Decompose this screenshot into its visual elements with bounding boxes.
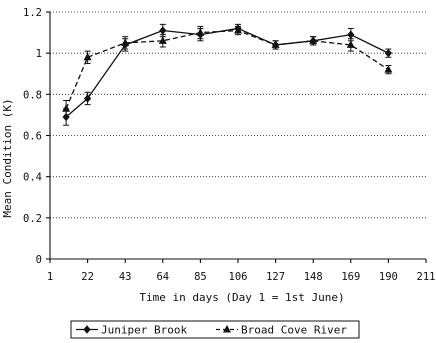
y-tick-label: 1.2 [23,7,42,19]
axes [46,11,427,263]
data-point [271,40,280,48]
grid-lines [50,11,426,219]
y-tick-label: 0.4 [23,172,42,184]
data-point [84,94,92,103]
legend: Juniper Brook Broad Cove River [70,320,360,339]
data-point [121,38,130,46]
series-line [65,27,389,118]
data-point [384,65,393,73]
x-tick-label: 127 [266,271,285,283]
x-tick-label: 190 [379,271,398,283]
legend-label: Broad Cove River [241,324,347,337]
y-tick-labels: 0 0.2 0.4 0.6 0.8 1 1.2 [23,7,42,266]
y-axis-title: Mean Condition (K) [1,98,14,217]
x-tick-label: 43 [119,271,132,283]
series-layer [62,23,393,126]
legend-box [70,320,360,339]
data-point [62,104,71,112]
y-tick-label: 0 [36,254,42,266]
x-tick-label: 1 [47,271,53,283]
legend-item: Juniper Brook [76,324,187,337]
legend-marker [83,325,91,334]
series-0 [62,23,392,126]
series-line [65,29,389,109]
data-point [234,26,242,34]
data-point [384,48,392,58]
legend-label: Juniper Brook [101,324,187,337]
y-tick-label: 1 [36,48,42,60]
x-axis-title: Time in days (Day 1 = 1st June) [139,291,344,304]
data-point [196,28,205,36]
x-tick-labels: 1 22 43 64 85 106 127 148 169 190 211 [47,271,436,283]
series-1 [62,25,393,118]
x-tick-label: 64 [156,271,169,283]
y-tick-label: 0.8 [23,89,42,101]
data-point [309,36,318,44]
x-tick-label: 211 [417,271,436,283]
data-point [83,52,92,61]
x-tick-label: 169 [341,271,360,283]
x-tick-label: 148 [304,271,323,283]
x-tick-label: 85 [194,271,207,283]
legend-marker [223,325,231,333]
data-point [158,36,167,44]
y-tick-label: 0.2 [23,213,42,225]
data-point [347,30,355,39]
data-point [159,26,167,35]
data-point [346,40,355,48]
x-tick-label: 106 [229,271,248,283]
x-tick-label: 22 [81,271,94,283]
y-tick-label: 0.6 [23,131,42,143]
legend-item: Broad Cove River [216,324,347,337]
